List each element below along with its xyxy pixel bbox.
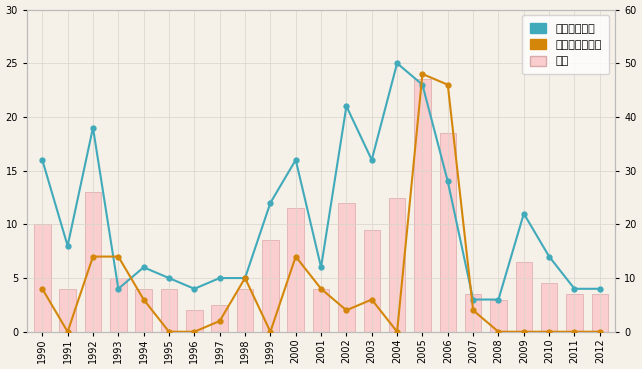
村田製作所譲渡 <box>317 287 325 291</box>
Bar <box>541 283 557 332</box>
Bar <box>363 230 380 332</box>
Line: 昭和電工保有: 昭和電工保有 <box>40 61 602 302</box>
村田製作所譲渡 <box>494 330 502 334</box>
昭和電工保有 <box>571 287 578 291</box>
Bar <box>34 224 51 332</box>
Bar <box>186 310 203 332</box>
Bar <box>516 262 532 332</box>
村田製作所譲渡 <box>596 330 603 334</box>
昭和電工保有 <box>317 265 325 269</box>
Bar <box>313 289 329 332</box>
Bar <box>288 208 304 332</box>
村田製作所譲渡 <box>64 330 71 334</box>
昭和電工保有 <box>545 254 553 259</box>
村田製作所譲渡 <box>368 297 376 302</box>
村田製作所譲渡 <box>545 330 553 334</box>
昭和電工保有 <box>64 244 71 248</box>
Bar <box>85 192 101 332</box>
Bar <box>566 294 583 332</box>
Bar <box>414 79 431 332</box>
昭和電工保有 <box>368 158 376 162</box>
Bar <box>490 300 507 332</box>
Bar <box>237 289 254 332</box>
昭和電工保有 <box>114 287 122 291</box>
昭和電工保有 <box>241 276 249 280</box>
昭和電工保有 <box>520 211 528 216</box>
村田製作所譲渡 <box>444 83 451 87</box>
村田製作所譲渡 <box>520 330 528 334</box>
昭和電工保有 <box>216 276 223 280</box>
昭和電工保有 <box>343 104 351 108</box>
昭和電工保有 <box>140 265 148 269</box>
村田製作所譲渡 <box>266 330 274 334</box>
村田製作所譲渡 <box>292 254 300 259</box>
Bar <box>211 305 228 332</box>
昭和電工保有 <box>39 158 46 162</box>
村田製作所譲渡 <box>394 330 401 334</box>
昭和電工保有 <box>165 276 173 280</box>
昭和電工保有 <box>89 125 97 130</box>
昭和電工保有 <box>444 179 451 184</box>
村田製作所譲渡 <box>216 319 223 323</box>
村田製作所譲渡 <box>140 297 148 302</box>
村田製作所譲渡 <box>469 308 477 313</box>
Bar <box>465 294 482 332</box>
昭和電工保有 <box>394 61 401 65</box>
Bar <box>60 289 76 332</box>
昭和電工保有 <box>292 158 300 162</box>
昭和電工保有 <box>596 287 603 291</box>
昭和電工保有 <box>266 201 274 205</box>
村田製作所譲渡 <box>39 287 46 291</box>
村田製作所譲渡 <box>191 330 198 334</box>
村田製作所譲渡 <box>419 72 426 76</box>
村田製作所譲渡 <box>165 330 173 334</box>
Bar <box>110 278 126 332</box>
Bar <box>262 241 279 332</box>
Bar <box>389 197 405 332</box>
村田製作所譲渡 <box>114 254 122 259</box>
Bar <box>591 294 608 332</box>
Bar <box>135 289 152 332</box>
昭和電工保有 <box>469 297 477 302</box>
村田製作所譲渡 <box>241 276 249 280</box>
昭和電工保有 <box>419 83 426 87</box>
Bar <box>440 133 456 332</box>
村田製作所譲渡 <box>89 254 97 259</box>
村田製作所譲渡 <box>343 308 351 313</box>
昭和電工保有 <box>494 297 502 302</box>
Legend: 昭和電工保有, 村田製作所譲渡, 合計: 昭和電工保有, 村田製作所譲渡, 合計 <box>522 15 609 74</box>
村田製作所譲渡 <box>571 330 578 334</box>
Bar <box>338 203 354 332</box>
Bar <box>160 289 177 332</box>
昭和電工保有 <box>191 287 198 291</box>
Line: 村田製作所譲渡: 村田製作所譲渡 <box>40 72 602 334</box>
